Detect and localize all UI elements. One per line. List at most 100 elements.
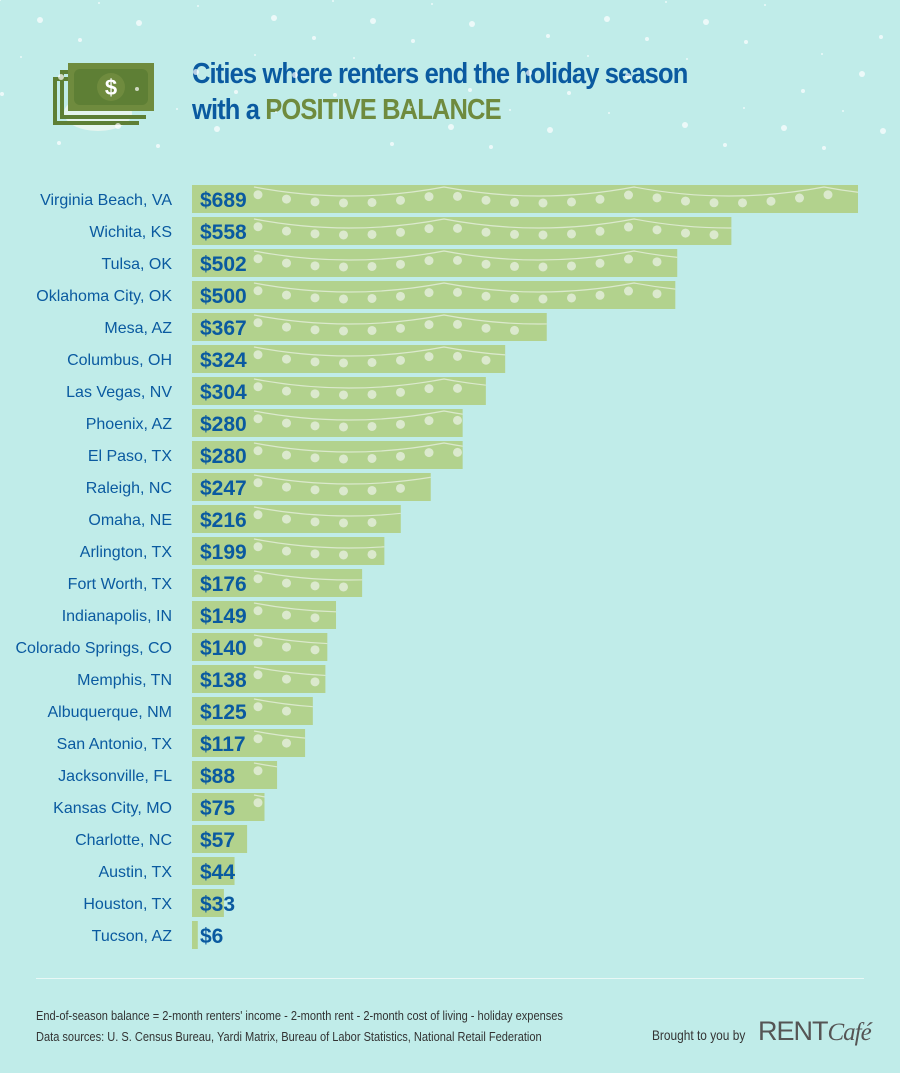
- category-label: Columbus, OH: [67, 352, 172, 369]
- snow-dot: [723, 143, 727, 147]
- snow-dot: [98, 2, 100, 4]
- value-label: $140: [200, 637, 247, 660]
- category-label: Austin, TX: [98, 864, 172, 881]
- lights-garland: [253, 698, 313, 716]
- svg-text:$: $: [105, 75, 117, 100]
- value-label: $280: [200, 445, 247, 468]
- bulb: [652, 289, 662, 299]
- bar-row: $57 Charlotte, NC: [75, 825, 248, 853]
- bulb: [253, 670, 263, 680]
- snow-dot: [822, 146, 826, 150]
- brought-to-you-by: Brought to you by: [652, 1027, 746, 1043]
- bulb: [282, 354, 291, 364]
- bulb: [396, 291, 405, 301]
- bulb: [624, 222, 633, 232]
- bulb: [310, 581, 320, 591]
- bulb: [367, 453, 377, 463]
- value-label: $558: [200, 221, 247, 244]
- bulb: [282, 258, 291, 268]
- lights-garland: [253, 506, 401, 528]
- snow-dot: [197, 5, 199, 7]
- lights-garland: [253, 730, 306, 748]
- snow-dot: [509, 109, 511, 111]
- bulb: [510, 293, 519, 303]
- value-label: $280: [200, 413, 247, 436]
- bulb: [282, 194, 291, 204]
- snow-dot: [625, 73, 631, 79]
- snow-dot: [214, 126, 220, 132]
- bar: [192, 409, 463, 437]
- bar-row: $216 Omaha, NE: [88, 505, 401, 533]
- bar: [192, 569, 363, 597]
- snow-dot: [312, 36, 316, 40]
- category-label: Tucson, AZ: [92, 928, 173, 945]
- bulb: [253, 510, 263, 520]
- snow-dot: [271, 15, 277, 21]
- bulb: [624, 286, 633, 296]
- title-prefix: with a: [192, 94, 266, 126]
- value-label: $44: [200, 861, 235, 884]
- lights-garland: [253, 442, 463, 464]
- bar: [192, 441, 463, 469]
- value-label: $138: [200, 669, 247, 692]
- value-label: $367: [200, 317, 247, 340]
- category-label: El Paso, TX: [88, 448, 173, 465]
- bar-row: $689 Virginia Beach, VA: [40, 185, 858, 213]
- formula-note: End-of-season balance = 2-month renters'…: [36, 1008, 563, 1023]
- value-label: $149: [200, 605, 247, 628]
- bar: [192, 825, 248, 853]
- bulb: [339, 422, 348, 432]
- bulb: [367, 389, 377, 399]
- bulb: [538, 262, 548, 272]
- bar: [192, 761, 278, 789]
- category-label: Indianapolis, IN: [62, 608, 172, 625]
- category-label: Mesa, AZ: [104, 320, 172, 337]
- bulb: [424, 384, 434, 394]
- bulb: [367, 261, 377, 271]
- bar: [192, 473, 431, 501]
- lights-garland: [253, 570, 363, 592]
- bulb: [453, 351, 462, 361]
- lights-garland: [253, 794, 265, 808]
- snow-dot: [292, 72, 298, 78]
- value-label: $88: [200, 765, 235, 788]
- bulb: [339, 262, 348, 272]
- bar-chart: $689 Virginia Beach, VA $558 Wichita, KS $50…: [0, 0, 886, 949]
- logo-cafe: Café: [827, 1019, 872, 1046]
- bulb: [339, 486, 348, 496]
- bulb: [624, 254, 633, 264]
- bulb: [339, 390, 348, 400]
- bar-row: $149 Indianapolis, IN: [62, 601, 337, 629]
- value-label: $324: [200, 349, 247, 372]
- bulb: [681, 196, 690, 206]
- bulb: [823, 190, 833, 200]
- snow-dot: [135, 87, 139, 91]
- snow-dot: [370, 18, 376, 24]
- category-label: Colorado Springs, CO: [15, 640, 172, 657]
- bulb: [367, 421, 377, 431]
- bar-row: $33 Houston, TX: [83, 889, 235, 917]
- snow-dot: [489, 145, 493, 149]
- bulb: [510, 197, 519, 207]
- bulb: [282, 290, 291, 300]
- lights-garland: [253, 314, 547, 336]
- snow-dot: [58, 74, 64, 80]
- bulb: [253, 190, 263, 200]
- bar-row: $500 Oklahoma City, OK: [36, 281, 676, 309]
- category-label: Omaha, NE: [88, 512, 172, 529]
- bar-row: $88 Jacksonville, FL: [58, 761, 278, 789]
- lights-garland: [253, 634, 328, 655]
- bar-row: $324 Columbus, OH: [67, 345, 506, 373]
- bulb: [253, 478, 263, 488]
- bar-row: $125 Albuquerque, NM: [47, 697, 313, 725]
- lights-garland: [253, 282, 676, 304]
- value-label: $176: [200, 573, 247, 596]
- divider: [36, 978, 864, 979]
- category-label: Oklahoma City, OK: [36, 288, 172, 305]
- bulb: [481, 195, 491, 205]
- bulb: [367, 357, 377, 367]
- bar: [192, 217, 732, 245]
- bulb: [481, 259, 491, 269]
- lights-garland: [253, 218, 732, 240]
